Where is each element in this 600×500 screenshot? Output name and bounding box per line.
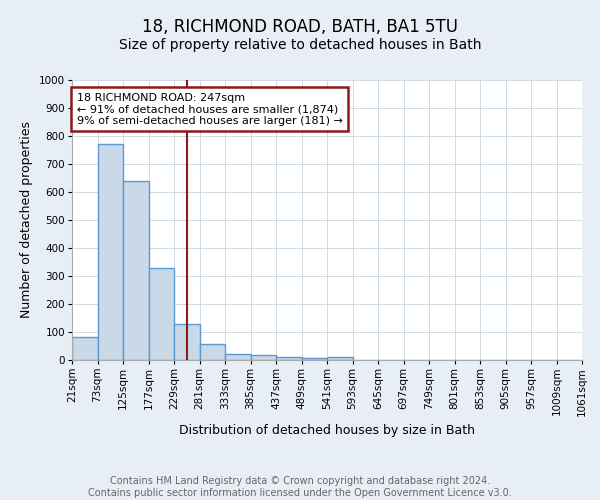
Bar: [276, 357, 302, 360]
Text: Size of property relative to detached houses in Bath: Size of property relative to detached ho…: [119, 38, 481, 52]
Bar: [72, 337, 97, 360]
Bar: [302, 358, 327, 360]
X-axis label: Distribution of detached houses by size in Bath: Distribution of detached houses by size …: [179, 424, 475, 437]
Text: Contains HM Land Registry data © Crown copyright and database right 2024.
Contai: Contains HM Land Registry data © Crown c…: [88, 476, 512, 498]
Bar: [225, 354, 251, 360]
Bar: [97, 144, 123, 360]
Bar: [199, 344, 225, 360]
Bar: [174, 324, 199, 360]
Bar: [251, 355, 276, 360]
Y-axis label: Number of detached properties: Number of detached properties: [20, 122, 34, 318]
Bar: [327, 357, 353, 360]
Text: 18, RICHMOND ROAD, BATH, BA1 5TU: 18, RICHMOND ROAD, BATH, BA1 5TU: [142, 18, 458, 36]
Text: 18 RICHMOND ROAD: 247sqm
← 91% of detached houses are smaller (1,874)
9% of semi: 18 RICHMOND ROAD: 247sqm ← 91% of detach…: [77, 92, 343, 126]
Bar: [149, 268, 174, 360]
Bar: [123, 181, 149, 360]
